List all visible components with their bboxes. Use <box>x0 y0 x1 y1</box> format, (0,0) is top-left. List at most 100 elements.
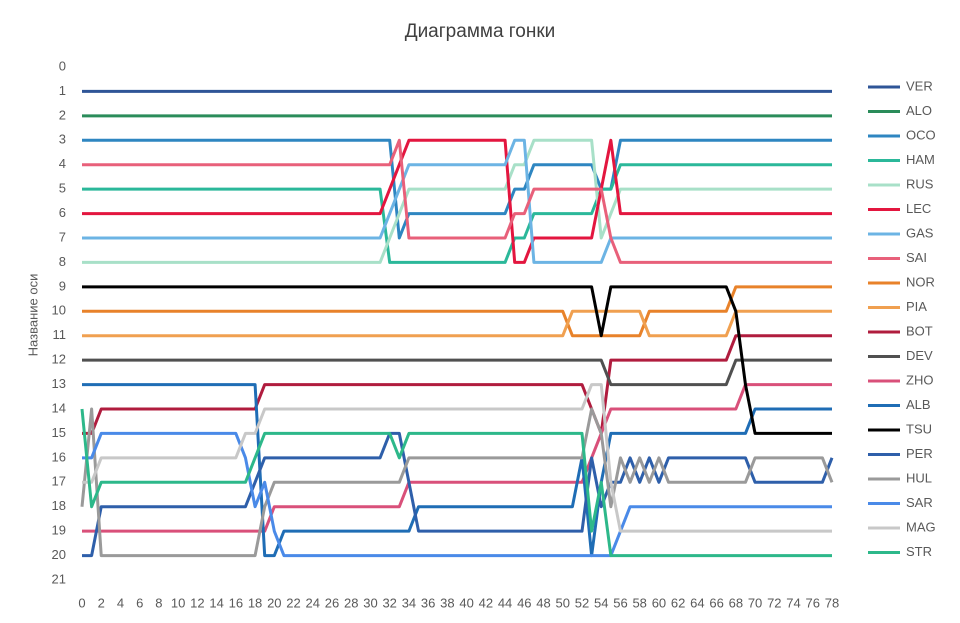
y-tick-label: 9 <box>59 278 66 293</box>
series-line <box>82 163 832 264</box>
series-line <box>82 138 832 264</box>
x-tick-label: 4 <box>117 595 124 610</box>
series-line <box>82 383 832 533</box>
y-tick-label: 20 <box>52 547 66 562</box>
x-tick-label: 76 <box>806 595 820 610</box>
legend-label: ALO <box>906 103 932 118</box>
legend-label: TSU <box>906 421 932 436</box>
y-tick-label: 5 <box>59 181 66 196</box>
y-tick-label: 16 <box>52 449 66 464</box>
x-tick-label: 64 <box>690 595 704 610</box>
x-tick-label: 56 <box>613 595 627 610</box>
series-line <box>82 358 832 387</box>
y-tick-label: 13 <box>52 376 66 391</box>
x-tick-label: 44 <box>498 595 512 610</box>
y-tick-label: 4 <box>59 156 66 171</box>
legend-label: STR <box>906 544 932 559</box>
x-tick-label: 66 <box>709 595 723 610</box>
x-tick-label: 8 <box>155 595 162 610</box>
x-tick-label: 14 <box>209 595 223 610</box>
legend-label: LEC <box>906 201 931 216</box>
x-tick-label: 52 <box>575 595 589 610</box>
series-line <box>82 138 832 240</box>
x-tick-label: 26 <box>325 595 339 610</box>
series-line <box>82 138 832 264</box>
y-tick-label: 0 <box>59 58 66 73</box>
legend-label: VER <box>906 78 933 93</box>
x-tick-label: 38 <box>440 595 454 610</box>
chart-title: Диаграмма гонки <box>405 21 556 42</box>
legend-label: DEV <box>906 348 933 363</box>
x-tick-label: 2 <box>98 595 105 610</box>
legend-label: HAM <box>906 152 935 167</box>
legend-label: SAR <box>906 495 933 510</box>
x-tick-label: 24 <box>306 595 320 610</box>
y-tick-label: 10 <box>52 303 66 318</box>
legend-label: NOR <box>906 274 935 289</box>
x-tick-label: 48 <box>536 595 550 610</box>
y-tick-label: 18 <box>52 498 66 513</box>
legend-label: PIA <box>906 299 927 314</box>
x-tick-label: 78 <box>825 595 839 610</box>
x-tick-label: 68 <box>729 595 743 610</box>
legend-label: BOT <box>906 323 933 338</box>
x-tick-label: 12 <box>190 595 204 610</box>
x-tick-label: 22 <box>286 595 300 610</box>
x-tick-label: 42 <box>479 595 493 610</box>
x-tick-label: 72 <box>767 595 781 610</box>
series-line <box>82 431 832 558</box>
y-tick-label: 12 <box>52 352 66 367</box>
y-tick-label: 8 <box>59 254 66 269</box>
x-tick-label: 28 <box>344 595 358 610</box>
series-line <box>82 138 832 264</box>
x-tick-label: 50 <box>556 595 570 610</box>
series-line <box>80 408 832 558</box>
legend-label: ZHO <box>906 372 933 387</box>
y-tick-label: 19 <box>52 523 66 538</box>
x-tick-label: 74 <box>786 595 800 610</box>
series-line <box>82 383 832 533</box>
x-tick-label: 36 <box>421 595 435 610</box>
y-tick-label: 1 <box>59 83 66 98</box>
legend-label: PER <box>906 446 933 461</box>
series-line <box>82 334 832 435</box>
x-tick-label: 58 <box>632 595 646 610</box>
legend-label: HUL <box>906 470 932 485</box>
x-tick-label: 70 <box>748 595 762 610</box>
x-tick-label: 40 <box>459 595 473 610</box>
y-tick-label: 15 <box>52 425 66 440</box>
x-tick-label: 20 <box>267 595 281 610</box>
x-tick-label: 30 <box>363 595 377 610</box>
series-line <box>82 138 832 264</box>
series-line <box>82 431 834 558</box>
y-tick-label: 3 <box>59 132 66 147</box>
y-tick-label: 2 <box>59 107 66 122</box>
legend-label: GAS <box>906 225 934 240</box>
x-tick-label: 60 <box>652 595 666 610</box>
series-line <box>82 383 832 558</box>
x-tick-label: 18 <box>248 595 262 610</box>
series-line <box>80 407 834 558</box>
x-tick-label: 6 <box>136 595 143 610</box>
x-tick-label: 16 <box>229 595 243 610</box>
y-tick-label: 6 <box>59 205 66 220</box>
y-tick-label: 17 <box>52 474 66 489</box>
x-tick-label: 46 <box>517 595 531 610</box>
legend-label: RUS <box>906 176 934 191</box>
x-tick-label: 54 <box>594 595 608 610</box>
series-line <box>82 285 832 435</box>
legend-label: SAI <box>906 250 927 265</box>
series-line <box>82 285 832 338</box>
y-axis-label: Название оси <box>25 274 40 357</box>
legend-label: OCO <box>906 127 936 142</box>
x-tick-label: 32 <box>382 595 396 610</box>
series-line <box>82 309 832 338</box>
x-tick-label: 62 <box>671 595 685 610</box>
y-tick-label: 7 <box>59 229 66 244</box>
y-tick-label: 21 <box>52 571 66 586</box>
y-tick-label: 14 <box>52 400 66 415</box>
x-tick-label: 0 <box>78 595 85 610</box>
y-tick-label: 11 <box>53 327 67 342</box>
